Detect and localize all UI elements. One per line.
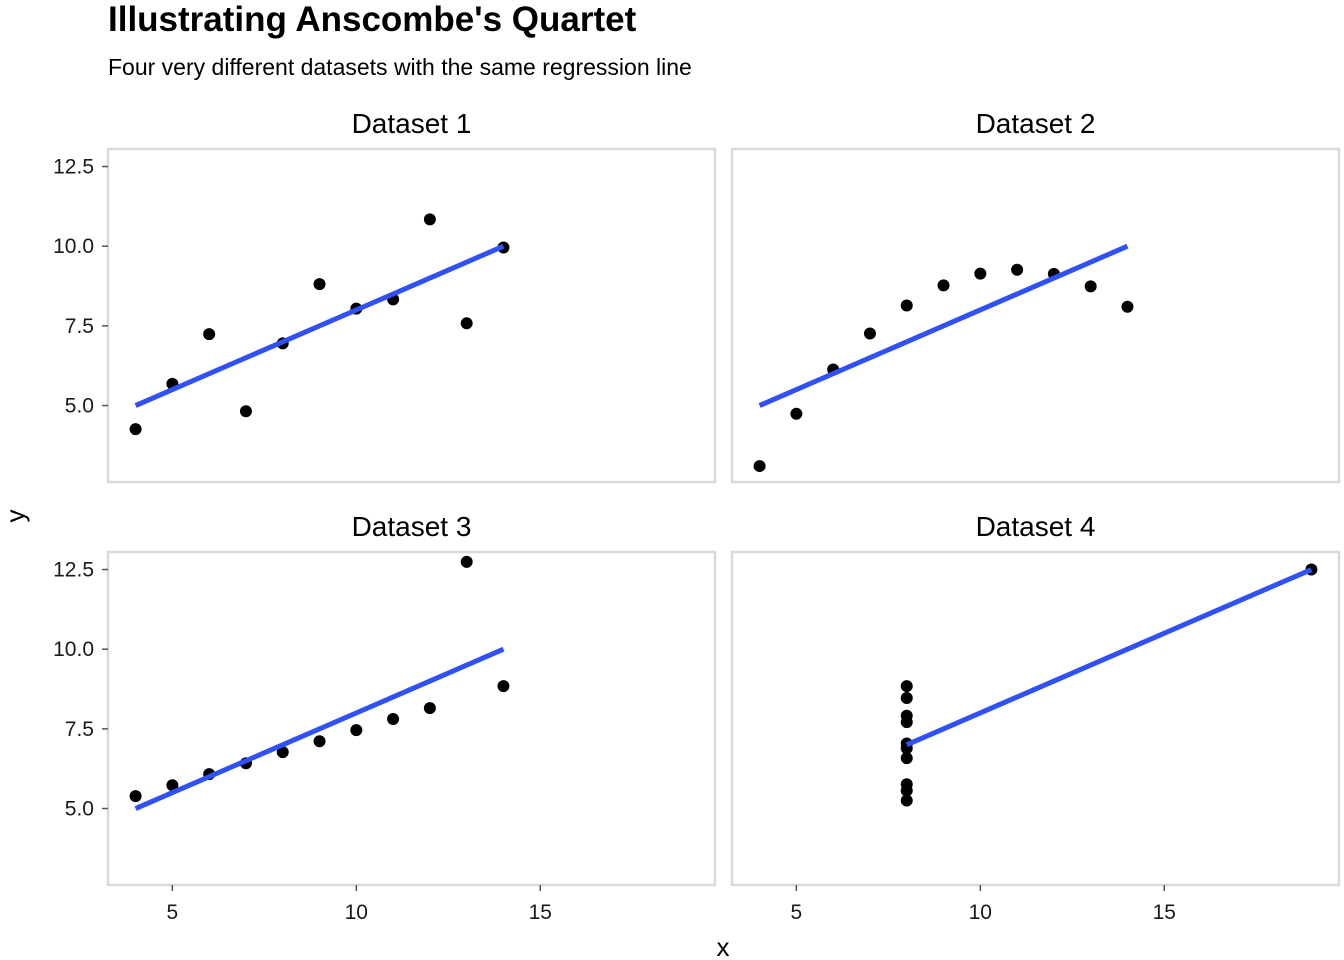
panel-1-regression-line [134, 243, 505, 408]
panel-1-point [313, 278, 326, 291]
x-tick-label: 5 [791, 901, 803, 924]
panel-4-point [900, 784, 913, 797]
panel-1-point [129, 423, 142, 436]
panel-4-strip-title: Dataset 4 [976, 511, 1096, 542]
y-tick-label: 5.0 [65, 798, 94, 821]
y-axis-label: y [0, 510, 30, 523]
panel-3-border [106, 550, 717, 887]
panel-3-point [460, 555, 473, 568]
panel-2-point [790, 407, 803, 420]
x-tick-label: 15 [1153, 901, 1176, 924]
panel-3-point [313, 735, 326, 748]
panel-3-point [350, 724, 363, 737]
panel-2-point [863, 327, 876, 340]
x-tick-label: 5 [167, 901, 179, 924]
panel-3-point [276, 746, 289, 759]
x-tick-label: 10 [969, 901, 992, 924]
y-tick-label: 5.0 [65, 395, 94, 418]
panel-2-point [900, 299, 913, 312]
y-tick-label: 7.5 [65, 718, 94, 741]
panel-3-strip-title: Dataset 3 [352, 511, 472, 542]
panel-3-point [387, 712, 400, 725]
y-tick-label: 7.5 [65, 315, 94, 338]
panel-1-point [423, 213, 436, 226]
panel-4-point [900, 709, 913, 722]
y-tick-label: 10.0 [53, 638, 94, 661]
panel-3-point [497, 680, 510, 693]
panel-2-point [974, 267, 987, 280]
panel-4-point [900, 794, 913, 807]
y-tick-label: 12.5 [53, 156, 94, 179]
panel-3-point [129, 790, 142, 803]
panel-1-border [106, 147, 717, 484]
panel-3-regression-line [134, 646, 505, 811]
panel-3-point [423, 702, 436, 715]
panel-4-point [900, 691, 913, 704]
panel-2-point [753, 460, 766, 473]
panel-4-point [900, 680, 913, 693]
chart-subtitle: Four very different datasets with the sa… [108, 54, 692, 80]
panel-1-point [203, 328, 216, 341]
x-tick-label: 10 [345, 901, 368, 924]
panel-1-point [239, 405, 252, 418]
x-tick-label: 15 [529, 901, 552, 924]
panel-1-strip-title: Dataset 1 [352, 108, 472, 139]
panel-2-point [1121, 300, 1134, 313]
panel-2-regression-line [758, 243, 1129, 408]
panel-2-strip-title: Dataset 2 [976, 108, 1096, 139]
panel-2-border [730, 147, 1341, 484]
panel-2-point [1084, 280, 1097, 293]
panel-1-point [460, 317, 473, 330]
y-tick-label: 10.0 [53, 235, 94, 258]
panel-3-point [166, 779, 179, 792]
panel-4-border [730, 550, 1341, 887]
panel-4-point [900, 752, 913, 765]
y-tick-label: 12.5 [53, 559, 94, 582]
x-axis-label: x [717, 932, 730, 960]
panel-4-regression-line [905, 567, 1313, 748]
panel-2-point [937, 279, 950, 292]
chart-title: Illustrating Anscombe's Quartet [108, 0, 637, 39]
panel-2-point [1011, 263, 1024, 276]
